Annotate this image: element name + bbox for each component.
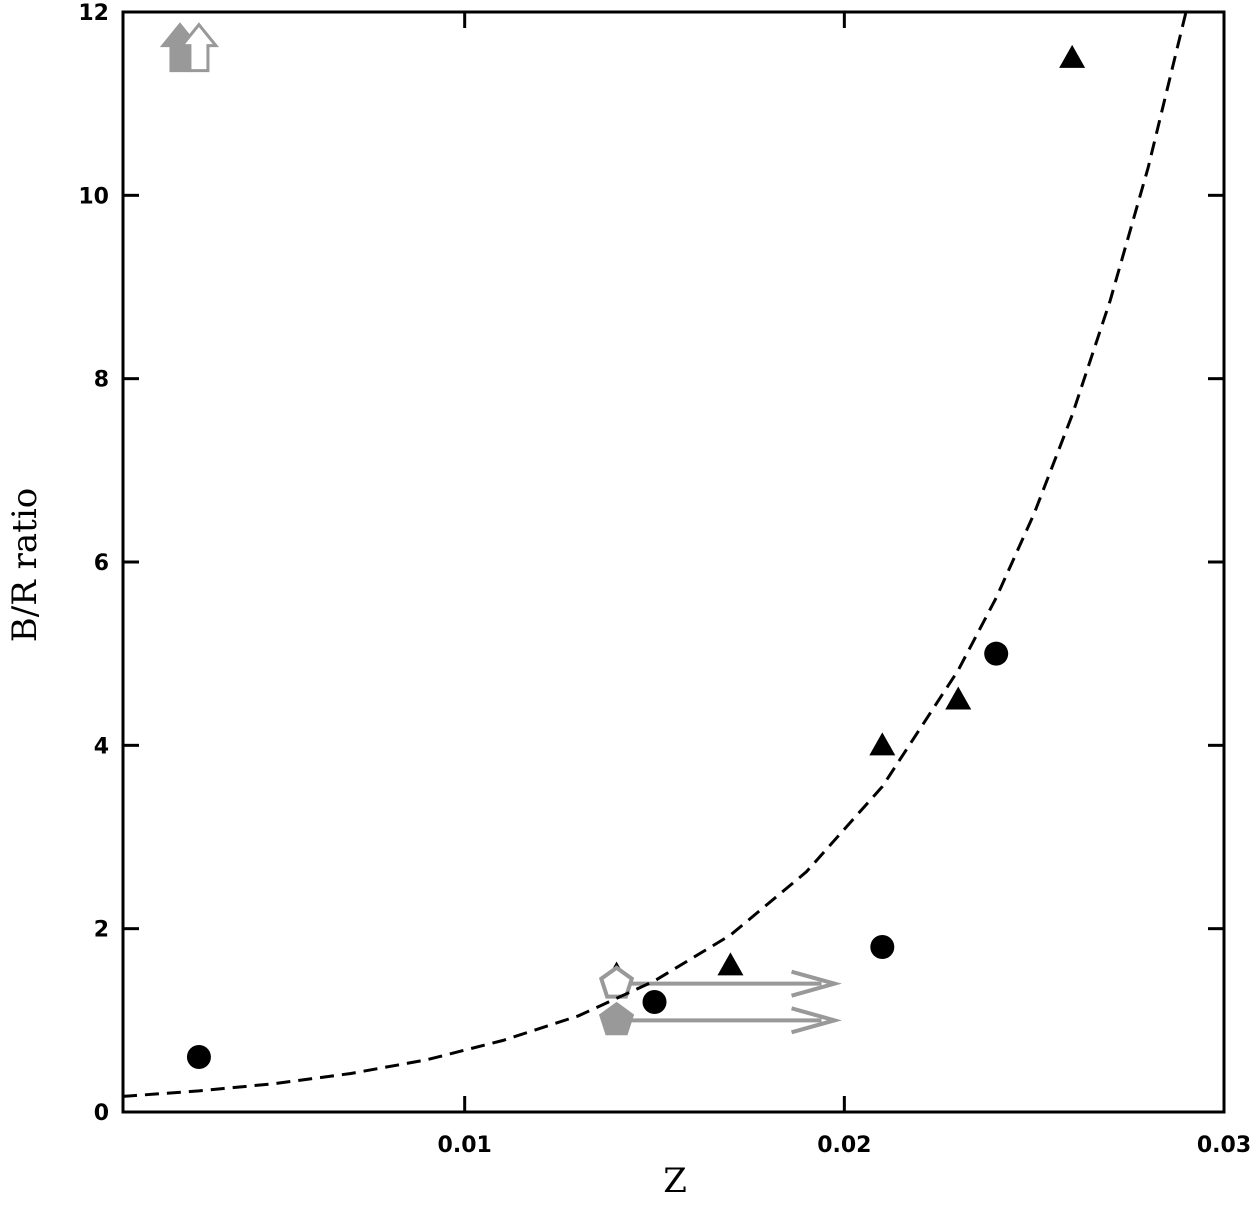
y-tick-label: 10	[78, 184, 109, 209]
y-tick-label: 8	[94, 368, 109, 393]
limit-arrow-head	[791, 1006, 842, 1035]
y-tick-label: 6	[94, 551, 109, 576]
triangle-point	[869, 732, 896, 756]
plot-frame	[121, 10, 1226, 1114]
x-tick-label: 0.01	[438, 1133, 492, 1158]
upper-limit-arrow	[178, 22, 220, 73]
x-axis-label: Z	[663, 1161, 687, 1201]
circle-point	[186, 1045, 211, 1069]
y-tick-label: 2	[94, 918, 109, 943]
x-tick-label: 0.03	[1197, 1133, 1251, 1158]
y-tick-label: 4	[94, 734, 109, 759]
y-tick-label: 12	[78, 1, 109, 26]
x-tick-label: 0.02	[817, 1133, 871, 1158]
fit-curve	[122, 11, 1188, 1098]
circle-point	[984, 641, 1009, 666]
triangle-point	[1059, 44, 1086, 68]
circle-point	[870, 935, 895, 959]
triangle-point	[945, 686, 972, 710]
triangle-point	[717, 952, 744, 976]
circle-point	[642, 990, 667, 1014]
y-axis-label: B/R ratio	[5, 488, 45, 642]
pentagon-point	[598, 1001, 635, 1036]
limit-arrow-head	[791, 969, 842, 998]
pentagon-point	[598, 965, 635, 999]
y-tick-label: 0	[94, 1101, 109, 1126]
